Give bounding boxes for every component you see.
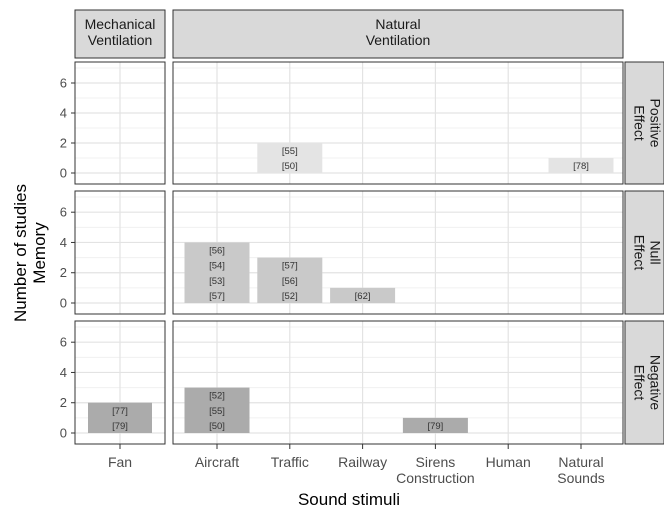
row-strip (624, 190, 664, 315)
bar (257, 257, 323, 303)
bar-reference-label: [79] (112, 421, 128, 432)
row-strip-label: Positive (648, 98, 664, 147)
y-tick-label: 2 (60, 395, 67, 410)
bar-reference-label: [53] (209, 276, 225, 287)
y-tick-label: 2 (60, 136, 67, 151)
y-tick-label: 4 (60, 106, 67, 121)
facet-panel: [79] [77] (74, 320, 166, 445)
y-tick-label: 4 (60, 235, 67, 250)
panel-border (74, 190, 166, 315)
y-axis-title-group: Number of studies Memory (11, 184, 49, 322)
x-tick-label: Natural (558, 454, 603, 470)
facet-panel (74, 61, 166, 185)
x-tick-label: Aircraft (195, 454, 239, 470)
column-strip-label: Natural (375, 16, 420, 32)
bar-reference-label: [78] (573, 161, 589, 172)
panel-border (172, 190, 624, 315)
bar-reference-label: [54] (209, 261, 225, 272)
panel-border (172, 320, 624, 445)
row-strip-label: Effect (632, 235, 648, 271)
bar-reference-label: [55] (209, 406, 225, 417)
y-axis-title: Memory (30, 222, 49, 284)
row-strip (624, 320, 664, 445)
x-tick-label: Sounds (557, 470, 604, 486)
column-strip-label: Ventilation (366, 32, 431, 48)
x-tick-label: Railway (338, 454, 387, 470)
bar-reference-label: [50] (282, 161, 298, 172)
bar (184, 242, 250, 303)
column-strip (74, 9, 166, 59)
column-strip-label: Ventilation (88, 32, 153, 48)
panel-background (173, 62, 623, 184)
bar (402, 417, 468, 433)
bar-reference-label: [56] (209, 246, 225, 257)
column-strip-label: Mechanical (85, 16, 156, 32)
row-strip-label: Effect (632, 365, 648, 401)
bar (257, 143, 323, 173)
x-tick-label: Traffic (271, 454, 309, 470)
y-tick-label: 4 (60, 365, 67, 380)
bar-reference-label: [57] (209, 291, 225, 302)
x-axis-title: Sound stimuli (298, 490, 400, 509)
bar-reference-label: [79] (427, 421, 443, 432)
row-strip-label: Negative (648, 355, 664, 410)
x-tick-label: Fan (108, 454, 132, 470)
facet-panel: [57] [53] [54] [56] [52] [56] [57] [62] (172, 190, 624, 315)
bar (548, 158, 614, 173)
y-axis-title: Number of studies (11, 184, 30, 322)
x-tick-label: Construction (396, 470, 475, 486)
bar-reference-label: [52] (282, 291, 298, 302)
panel-border (74, 61, 166, 185)
bar-reference-label: [56] (282, 276, 298, 287)
x-tick-label: Sirens (416, 454, 456, 470)
bar-reference-label: [52] (209, 391, 225, 402)
row-strip (624, 61, 664, 185)
y-tick-label: 2 (60, 265, 67, 280)
y-tick-label: 6 (60, 76, 67, 91)
facet-panel: [50] [55] [52] [79] (172, 320, 624, 445)
column-strip (172, 9, 624, 59)
bar-reference-label: [55] (282, 146, 298, 157)
x-tick-label: Human (486, 454, 531, 470)
y-tick-label: 0 (60, 166, 67, 181)
facet-panel: [50] [55] [78] (172, 61, 624, 185)
y-tick-label: 0 (60, 426, 67, 441)
bar (88, 402, 152, 433)
y-tick-label: 0 (60, 296, 67, 311)
bar-reference-label: [57] (282, 261, 298, 272)
bar-reference-label: [62] (355, 291, 371, 302)
bar-reference-label: [50] (209, 421, 225, 432)
bar (330, 287, 396, 303)
bar (184, 387, 250, 433)
row-strip-label: Null (648, 240, 664, 264)
panel-border (172, 61, 624, 185)
bar-reference-label: [77] (112, 406, 128, 417)
facet-panel (74, 190, 166, 315)
y-tick-label: 6 (60, 335, 67, 350)
row-strip-label: Effect (632, 105, 648, 141)
y-tick-label: 6 (60, 205, 67, 220)
